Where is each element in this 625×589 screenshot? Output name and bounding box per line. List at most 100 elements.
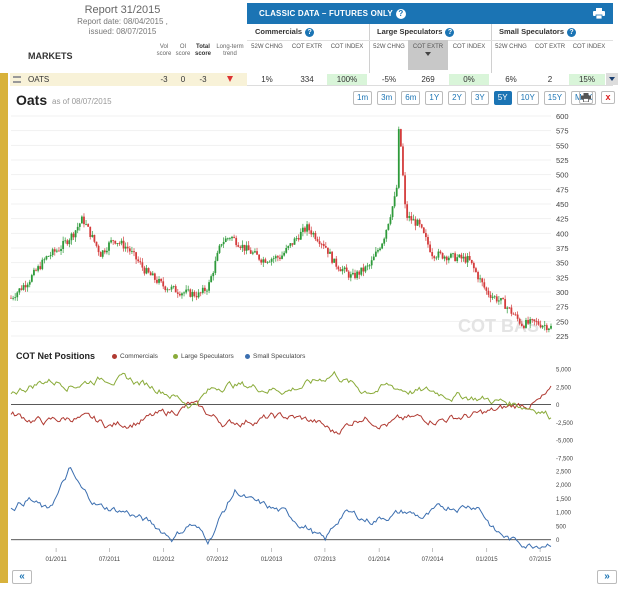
candle-body — [272, 258, 275, 260]
col-cot-extr-sorted[interactable]: COT EXTR — [408, 40, 448, 70]
range-button-3y[interactable]: 3Y — [470, 91, 489, 105]
candle-body — [420, 224, 423, 228]
print-chart-icon[interactable] — [579, 91, 593, 104]
candle-body — [33, 269, 35, 276]
candle-body — [333, 258, 336, 263]
candle-body — [37, 266, 40, 271]
candle-body — [254, 251, 256, 253]
help-icon[interactable]: ? — [567, 27, 577, 37]
candle-body — [283, 252, 286, 256]
col-cot-index[interactable]: COT INDEX — [330, 44, 364, 50]
market-cell — [10, 73, 247, 86]
help-icon[interactable]: ? — [445, 27, 455, 37]
printer-icon[interactable] — [593, 8, 605, 19]
candle-body — [281, 255, 283, 259]
cot-lower-tick-label: 500 — [556, 524, 567, 530]
candle-body — [289, 243, 292, 246]
candle-body — [78, 223, 81, 227]
candle-body — [389, 217, 392, 224]
price-tick-label: 375 — [556, 244, 569, 253]
large-extr: 269 — [421, 75, 435, 84]
table-row[interactable]: OATS -3 0 -3 1% 334 100% -5% 269 0% 6% 2… — [10, 73, 613, 86]
candle-body — [235, 237, 238, 246]
candle-body — [224, 238, 227, 242]
report-issued: issued: 08/07/2015 — [88, 27, 157, 36]
candle-body — [427, 237, 429, 245]
drag-handle-icon[interactable] — [13, 76, 21, 83]
candle-body — [276, 256, 279, 258]
col-cot-extr[interactable]: COT EXTR — [291, 44, 323, 50]
candle-body — [270, 258, 273, 262]
candle-body — [64, 240, 67, 242]
candle-body — [520, 323, 523, 326]
candle-body — [85, 224, 87, 225]
price-tick-label: 400 — [556, 229, 569, 238]
candle-body — [301, 227, 304, 232]
small-52w: 6% — [505, 75, 517, 84]
candle-body — [391, 206, 394, 218]
candle-body — [172, 286, 175, 287]
range-button-5y[interactable]: 5Y — [493, 91, 512, 105]
candle-body — [324, 246, 327, 248]
trend-header: Long-term trend — [216, 44, 244, 57]
x-tick-label: 07/2012 — [206, 557, 228, 563]
row-dropdown-icon[interactable] — [606, 73, 618, 85]
candle-body — [83, 216, 85, 225]
legend-commercials[interactable]: Commercials — [112, 353, 158, 360]
candle-body — [41, 259, 44, 270]
candle-body — [393, 196, 396, 207]
col-52w-chng[interactable]: 52W CHNG — [495, 44, 527, 50]
candle-body — [468, 256, 471, 260]
candle-body — [166, 289, 169, 291]
scroll-left-button[interactable]: « — [12, 570, 32, 584]
range-button-15y[interactable]: 15Y — [543, 91, 567, 105]
x-tick-label: 01/2012 — [153, 557, 175, 563]
oi-score: 0 — [180, 75, 186, 84]
candle-body — [91, 234, 94, 237]
candle-body — [545, 325, 548, 330]
col-cot-index[interactable]: COT INDEX — [572, 44, 606, 50]
candle-body — [414, 219, 417, 226]
comm-index: 100% — [327, 74, 367, 85]
range-button-1y[interactable]: 1Y — [425, 91, 444, 105]
series-small-speculators — [10, 466, 552, 549]
col-52w-chng[interactable]: 52W CHNG — [373, 44, 405, 50]
candle-body — [26, 284, 29, 288]
candle-body — [447, 257, 450, 261]
report-date: Report date: 08/04/2015 , — [77, 17, 168, 26]
candle-body — [518, 318, 521, 324]
col-52w-chng[interactable]: 52W CHNG — [251, 44, 283, 50]
candle-body — [218, 245, 221, 253]
col-cot-extr[interactable]: COT EXTR — [534, 44, 566, 50]
candle-body — [500, 298, 502, 301]
price-candles — [10, 126, 552, 333]
candle-body — [260, 259, 263, 263]
close-icon[interactable]: x — [601, 91, 615, 104]
legend-small-speculators[interactable]: Small Speculators — [245, 353, 305, 360]
range-button-10y[interactable]: 10Y — [516, 91, 539, 105]
x-tick-label: 01/2013 — [261, 557, 283, 563]
range-button-2y[interactable]: 2Y — [448, 91, 466, 105]
candle-body — [74, 230, 77, 238]
candle-body — [191, 291, 194, 297]
x-tick-label: 07/2015 — [529, 557, 551, 563]
candle-body — [550, 325, 552, 329]
range-button-6m[interactable]: 6m — [401, 91, 421, 105]
help-icon[interactable]: ? — [305, 27, 315, 37]
candle-body — [422, 227, 425, 234]
candle-body — [49, 255, 52, 257]
help-icon[interactable]: ? — [395, 9, 406, 19]
vol-score-header: Vol score — [156, 44, 172, 57]
candle-body — [99, 252, 102, 257]
candle-body — [368, 265, 371, 267]
legend-large-speculators[interactable]: Large Speculators — [173, 353, 234, 360]
candle-body — [337, 266, 340, 270]
candle-body — [103, 250, 106, 253]
range-button-3m[interactable]: 3m — [377, 91, 397, 105]
divider — [369, 24, 370, 73]
candle-body — [233, 236, 235, 238]
col-cot-index[interactable]: COT INDEX — [452, 44, 486, 50]
x-tick-label: 01/2011 — [45, 557, 67, 563]
scroll-right-button[interactable]: » — [597, 570, 617, 584]
range-button-1m[interactable]: 1m — [353, 91, 373, 105]
